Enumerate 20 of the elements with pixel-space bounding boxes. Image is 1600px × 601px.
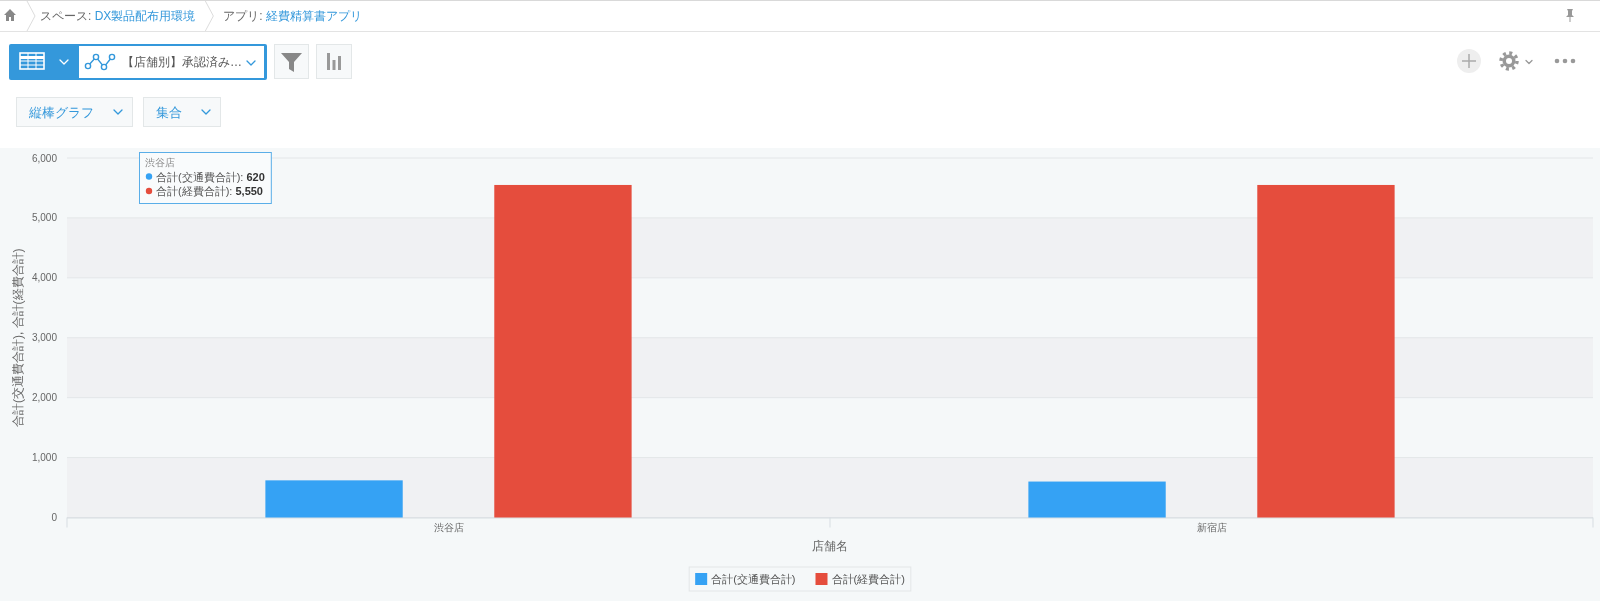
y-tick-label: 6,000 (31, 152, 58, 164)
legend-label: 合計(交通費合計) (711, 573, 796, 585)
y-tick-label: 2,000 (31, 392, 58, 404)
x-axis-title: 店舗名 (812, 539, 848, 553)
x-tick-label: 新宿店 (1196, 522, 1227, 533)
y-tick-label: 1,000 (31, 452, 58, 464)
legend-label: 合計(経費合計) (831, 573, 905, 585)
text: 集合 (156, 105, 182, 120)
y-tick-label: 5,000 (31, 212, 58, 224)
annotation: 合計(経費合計): 5,550 (156, 185, 263, 197)
y-tick-label: 0 (51, 512, 58, 523)
y-axis-title: 合計(交通費合計), 合計(経費合計) (11, 248, 25, 428)
y-tick-label: 3,000 (31, 332, 58, 344)
text: アプリ: 経費精算書アプリ (223, 9, 363, 23)
annotation: 渋谷店 (145, 157, 175, 168)
y-tick-label: 4,000 (31, 272, 58, 284)
chart-title: 【店舗別】承認済み… (122, 55, 242, 69)
text: スペース: DX製品配布用環境 (40, 9, 196, 23)
annotation: 合計(交通費合計): 620 (156, 170, 265, 183)
text: 縦棒グラフ (28, 105, 94, 120)
